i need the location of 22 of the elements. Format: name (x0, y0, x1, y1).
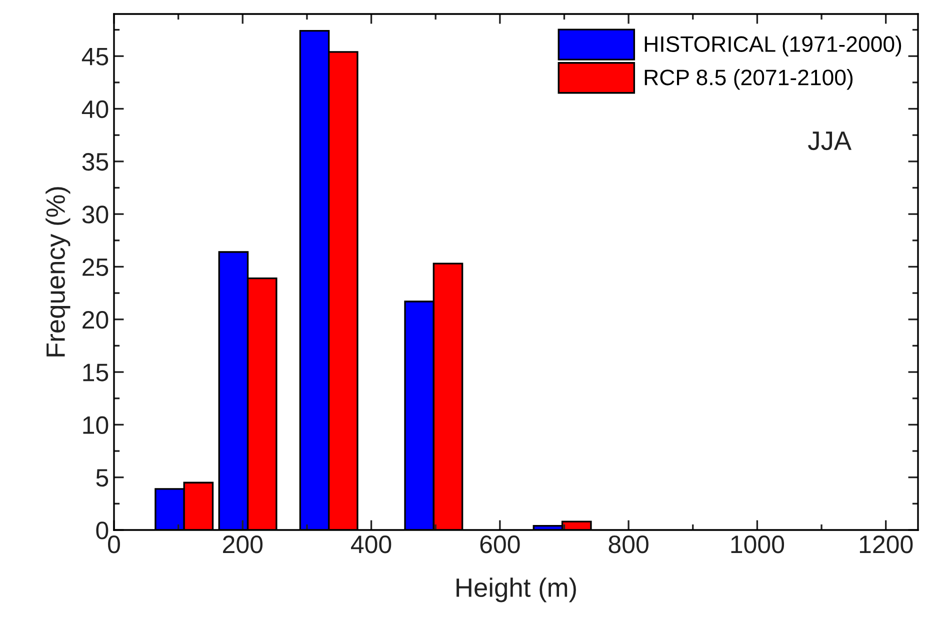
x-tick-label: 200 (223, 536, 263, 554)
y-tick-label: 30 (82, 206, 108, 224)
y-tick-label: 0 (96, 522, 108, 540)
x-tick-label: 400 (351, 536, 392, 554)
x-tick-label: 600 (480, 536, 520, 554)
x-tick-label: 0 (108, 536, 120, 554)
y-tick-label: 10 (83, 416, 108, 434)
x-tick-label: 1000 (731, 536, 784, 554)
y-tick-label: 15 (83, 364, 108, 382)
y-tick-label: 25 (82, 258, 108, 276)
legend-label: HISTORICAL (1971-2000) (644, 36, 902, 56)
x-axis-title: Height (m) (456, 578, 576, 602)
y-axis-title: Frequency (%) (46, 187, 70, 356)
annotation: JJA (808, 132, 852, 150)
y-tick-label: 20 (82, 310, 108, 329)
y-tick-label: 40 (82, 100, 108, 118)
y-tick-label: 5 (96, 469, 108, 487)
x-tick-label: 1200 (860, 536, 913, 554)
y-tick-label: 45 (82, 48, 108, 66)
legend-label: RCP 8.5 (2071-2100) (644, 69, 853, 90)
x-tick-label: 800 (608, 536, 648, 554)
y-tick-label: 35 (82, 153, 108, 171)
